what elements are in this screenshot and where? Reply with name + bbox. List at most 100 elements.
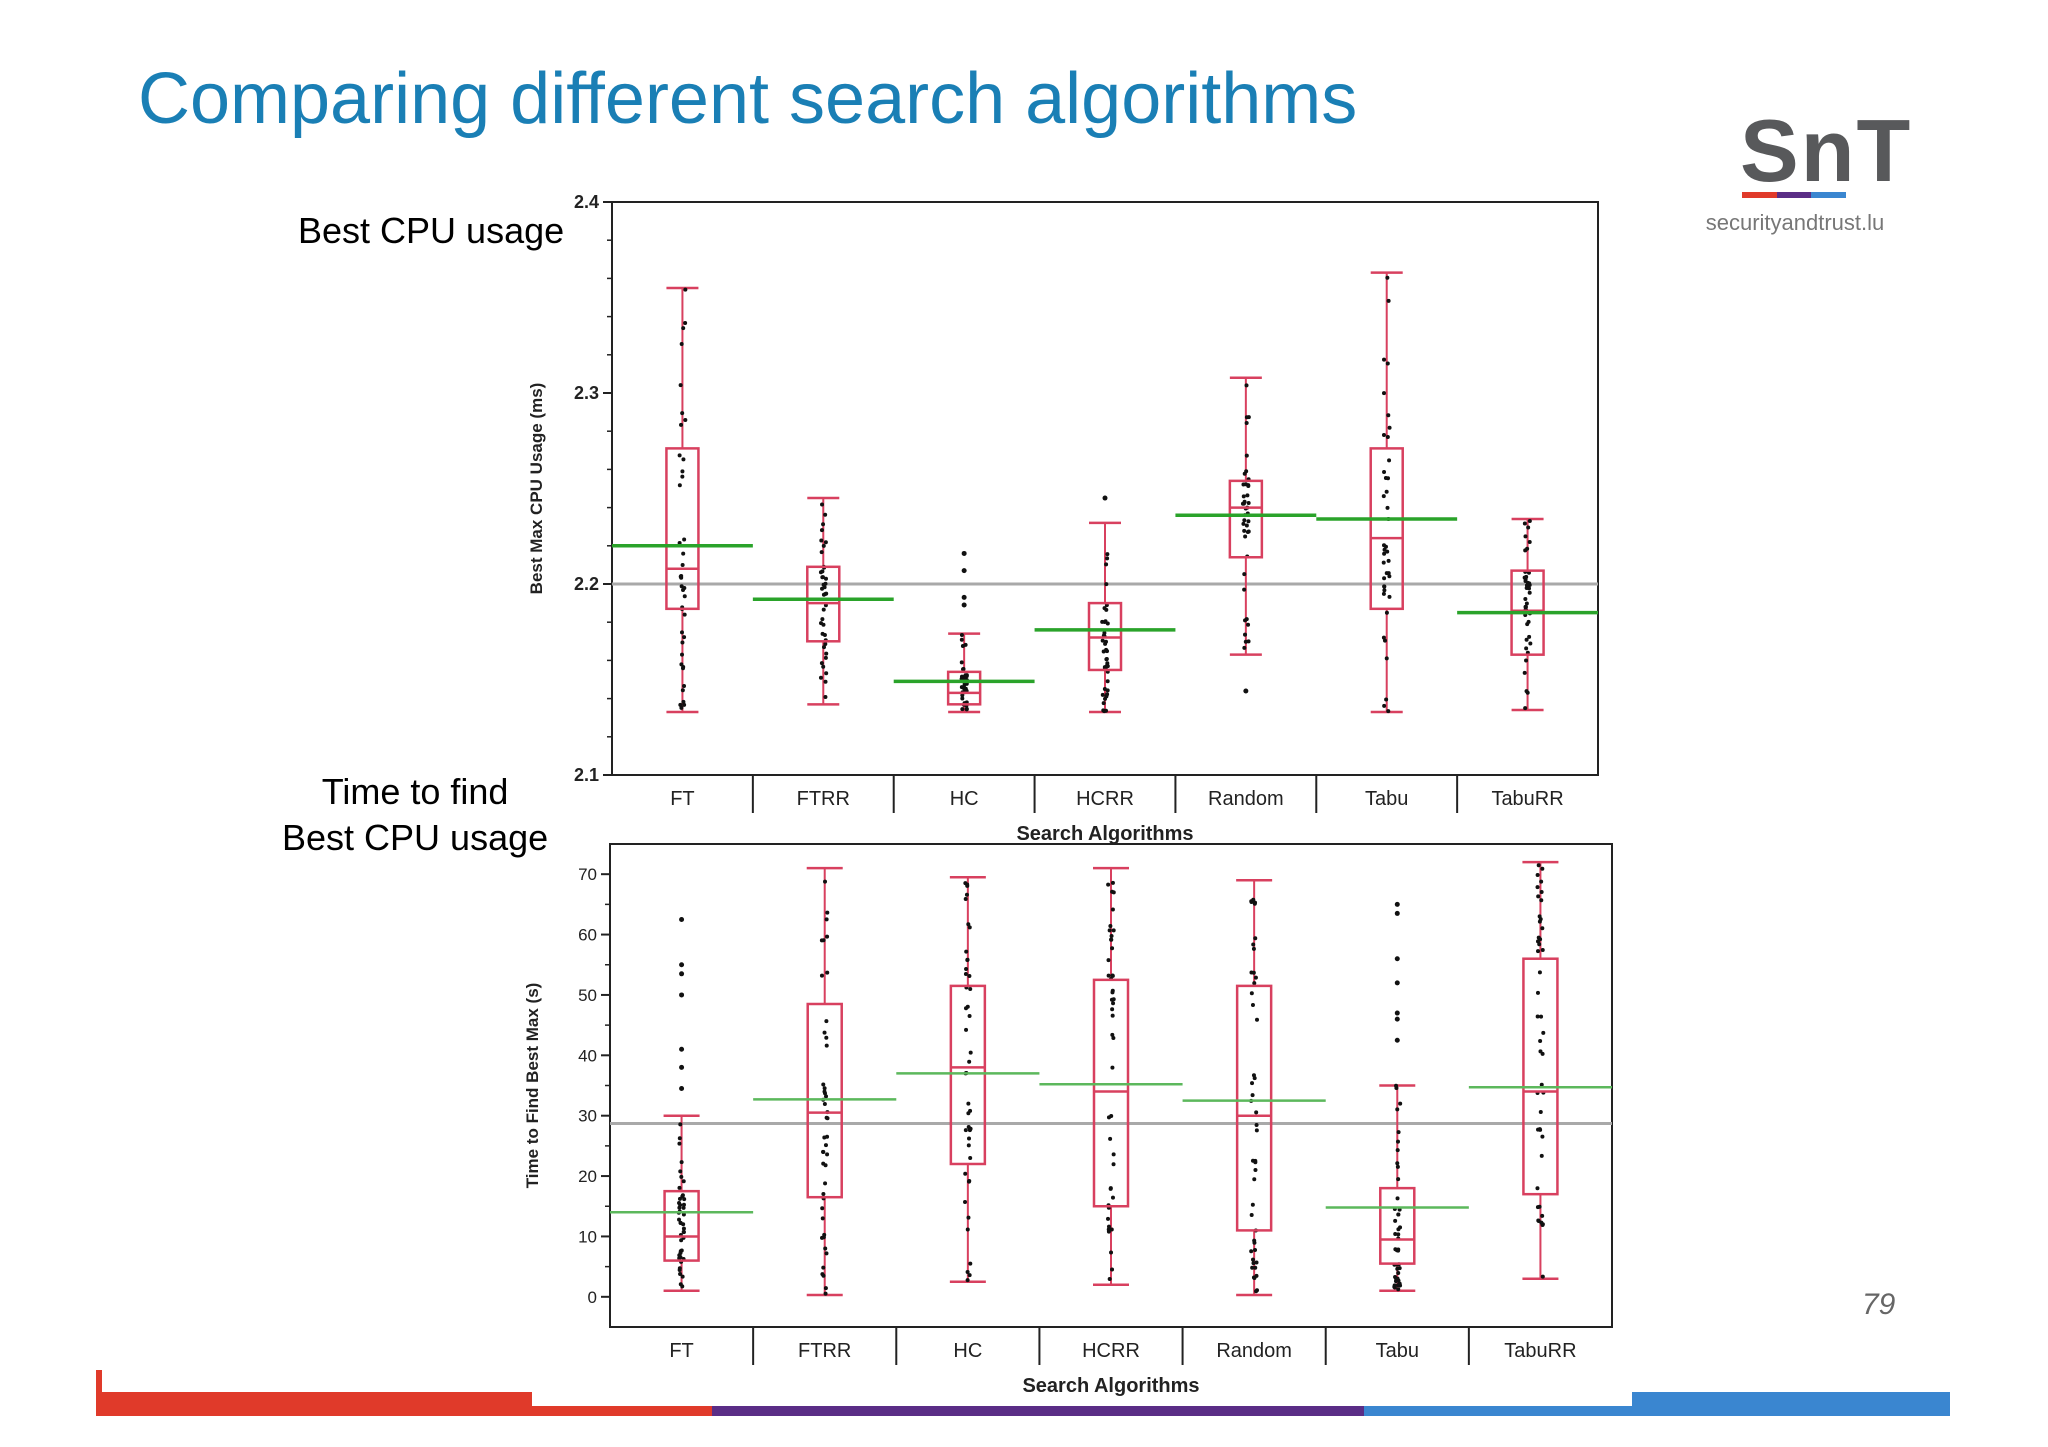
data-point (820, 575, 825, 580)
data-point (682, 594, 687, 599)
data-point (1386, 558, 1391, 563)
data-point (821, 1082, 826, 1087)
data-point (1381, 560, 1386, 565)
data-point (824, 671, 829, 676)
box-plot-time-to-find: 0 10 20 30 40 50 60 70 FT FTRR HC HCRR Random Tabu Tab… (523, 843, 1613, 1397)
box-iqr (1228, 479, 1264, 559)
data-point (1523, 548, 1528, 553)
data-point (681, 1205, 686, 1210)
data-point (1243, 639, 1248, 644)
data-point (1526, 525, 1531, 530)
data-point (1387, 458, 1392, 463)
data-point (963, 1128, 968, 1133)
data-point (1243, 632, 1248, 637)
data-point (1396, 1232, 1401, 1237)
x-category-label: Random (1216, 1340, 1292, 1362)
outlier-point (1394, 980, 1400, 986)
data-point (1382, 703, 1387, 708)
data-point (1538, 937, 1543, 942)
data-point (1387, 574, 1392, 579)
data-point (1523, 706, 1528, 711)
outlier-point (1394, 1037, 1400, 1043)
data-point (964, 967, 969, 972)
data-point (1382, 638, 1387, 643)
data-point (678, 1251, 683, 1256)
data-point (1103, 696, 1108, 701)
data-point (1109, 933, 1114, 938)
data-point (1536, 894, 1541, 899)
data-point (1523, 604, 1528, 609)
data-point (823, 1286, 828, 1291)
data-point (1253, 975, 1258, 980)
data-point (1246, 529, 1251, 534)
data-point (1385, 505, 1390, 510)
data-point (1250, 1265, 1255, 1270)
data-point (1110, 1007, 1115, 1012)
data-point (1396, 1130, 1401, 1135)
outlier-point (679, 916, 685, 922)
data-point (1394, 1086, 1399, 1091)
data-point (1537, 970, 1542, 975)
bottom-chart-caption: Time to find Best CPU usage (282, 769, 548, 861)
data-point (1106, 1229, 1111, 1234)
data-point (1244, 469, 1249, 474)
data-point (1385, 275, 1390, 280)
data-point (1100, 619, 1105, 624)
data-point (1382, 588, 1387, 593)
box-iqr (1522, 957, 1559, 1196)
data-point (677, 540, 682, 545)
data-point (823, 1143, 828, 1148)
data-point (819, 973, 824, 978)
data-point (968, 1126, 973, 1131)
data-point (967, 1178, 972, 1183)
x-category-label: FT (670, 788, 694, 810)
x-category-label: HC (950, 788, 979, 810)
data-point (1110, 990, 1115, 995)
data-point (821, 607, 826, 612)
data-point (818, 675, 823, 680)
data-point (1539, 890, 1544, 895)
data-point (1536, 1218, 1541, 1223)
data-point (1393, 1218, 1398, 1223)
data-point (1108, 1136, 1113, 1141)
data-point (823, 1091, 828, 1096)
data-point (1254, 1122, 1259, 1127)
data-point (968, 1155, 973, 1160)
data-point (965, 957, 970, 962)
data-point (1245, 493, 1250, 498)
data-point (1110, 1013, 1115, 1018)
data-point (1398, 1101, 1403, 1106)
data-point (1111, 928, 1116, 933)
data-point (824, 917, 829, 922)
data-point (820, 1272, 825, 1277)
data-point (821, 1150, 826, 1155)
data-point (682, 612, 687, 617)
data-point (1100, 692, 1105, 697)
data-point (961, 667, 966, 672)
data-point (823, 695, 828, 700)
data-point (1386, 298, 1391, 303)
data-point (1110, 1032, 1115, 1037)
data-point (1524, 574, 1529, 579)
data-point (680, 640, 685, 645)
data-point (1249, 1249, 1254, 1254)
x-category-label: TabuRR (1504, 1340, 1576, 1362)
data-point (1383, 476, 1388, 481)
data-point (968, 987, 973, 992)
data-point (822, 1232, 827, 1237)
data-point (1111, 1152, 1116, 1157)
data-point (681, 699, 686, 704)
data-point (1243, 534, 1248, 539)
data-point (1250, 1081, 1255, 1086)
logo-bar-red (1742, 192, 1777, 198)
data-point (1535, 1186, 1540, 1191)
data-point (1539, 1153, 1544, 1158)
data-point (1242, 528, 1247, 533)
data-point (963, 896, 968, 901)
snt-logo: SnT securityandtrust.lu (1700, 100, 1910, 250)
data-point (1111, 1001, 1116, 1006)
data-point (1252, 981, 1257, 986)
data-point (1110, 1267, 1115, 1272)
data-point (1535, 873, 1540, 878)
data-point (1535, 1205, 1540, 1210)
